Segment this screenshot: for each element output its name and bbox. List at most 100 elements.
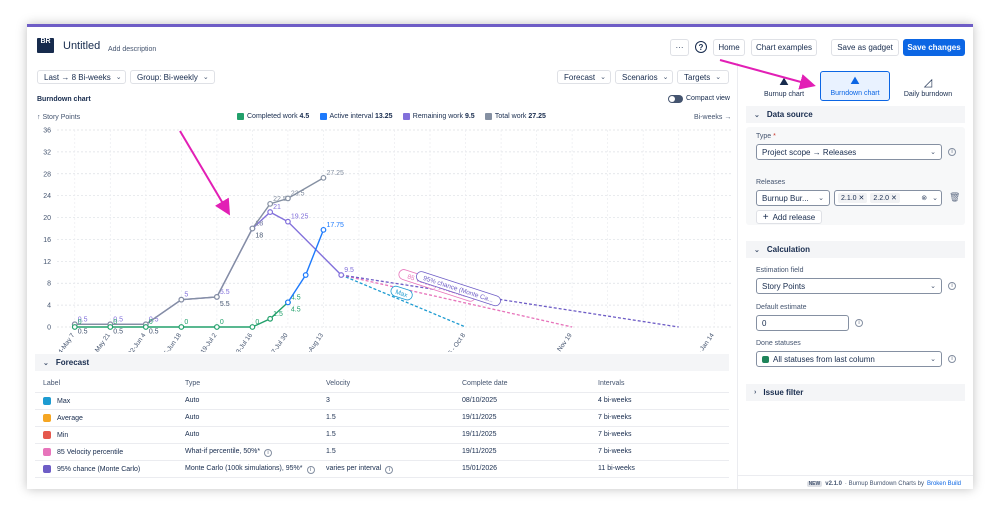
right-panel-divider bbox=[737, 63, 738, 489]
data-point bbox=[178, 296, 185, 303]
info-icon[interactable]: i bbox=[385, 465, 394, 474]
series-swatch bbox=[43, 464, 51, 473]
legend-item-active[interactable]: Active interval 13.25 bbox=[319, 113, 393, 120]
cell-complete-date: 19/11/2025 bbox=[454, 443, 590, 461]
cell-velocity: 1.5 bbox=[318, 443, 454, 461]
data-label: 0 bbox=[255, 319, 259, 326]
data-label: 0.5 bbox=[149, 316, 159, 323]
cell-intervals: 7 bi-weeks bbox=[590, 426, 729, 444]
add-description-link[interactable]: Add description bbox=[108, 46, 157, 53]
data-point bbox=[71, 324, 78, 330]
release-versions-select[interactable]: 2.1.0 ✕ 2.2.0 ✕ ⊗ ⌄ bbox=[834, 190, 942, 206]
compact-view-toggle[interactable] bbox=[668, 95, 683, 103]
remove-tag-icon[interactable]: ✕ bbox=[890, 195, 897, 202]
column-header: Velocity bbox=[318, 375, 454, 393]
footer: NEW v2.1.0 · Burnup Burndown Charts by B… bbox=[737, 475, 973, 489]
estimation-field-label: Estimation field bbox=[756, 267, 804, 274]
chevron-down-icon: ⌄ bbox=[930, 149, 936, 156]
data-point bbox=[267, 315, 274, 322]
cell-type: Auto bbox=[177, 426, 318, 444]
forecast-dropdown[interactable]: Forecast ⌄ bbox=[557, 70, 611, 84]
release-tag[interactable]: 2.1.0 ✕ bbox=[838, 193, 868, 203]
data-point bbox=[249, 225, 256, 232]
data-source-panel bbox=[746, 127, 965, 225]
release-tag[interactable]: 2.2.0 ✕ bbox=[870, 193, 900, 203]
series-swatch bbox=[43, 396, 51, 405]
info-icon[interactable]: i bbox=[264, 448, 273, 457]
y-tick-label: 0 bbox=[47, 325, 51, 332]
cell-velocity: varies per interval i bbox=[318, 460, 454, 478]
add-release-button[interactable]: + Add release bbox=[756, 210, 822, 224]
series-swatch bbox=[43, 430, 51, 439]
type-select[interactable]: Project scope → Releases ⌄ bbox=[756, 144, 942, 160]
table-row: 85 Velocity percentile What-if percentile… bbox=[35, 443, 729, 461]
info-icon[interactable]: i bbox=[948, 355, 956, 363]
info-icon[interactable]: i bbox=[855, 319, 863, 327]
targets-dropdown[interactable]: Targets ⌄ bbox=[677, 70, 729, 84]
forecast-section-header[interactable]: ⌄ Forecast bbox=[35, 354, 729, 371]
annotation-arrow bbox=[179, 130, 231, 216]
broken-build-link[interactable]: Broken Build bbox=[926, 481, 961, 487]
chevron-down-icon: ⌄ bbox=[115, 74, 122, 81]
range-dropdown[interactable]: Last → 8 Bi-weeks ⌄ bbox=[37, 70, 126, 84]
compact-view-label: Compact view bbox=[686, 95, 730, 102]
data-source-section-header[interactable]: ⌄ Data source bbox=[746, 106, 965, 123]
clear-icon[interactable]: ⊗ bbox=[921, 195, 928, 202]
calculation-section-header[interactable]: ⌄ Calculation bbox=[746, 241, 965, 258]
data-point bbox=[213, 324, 220, 330]
daily-burndown-icon: ◿ bbox=[923, 77, 933, 89]
scenarios-dropdown[interactable]: Scenarios ⌄ bbox=[615, 70, 673, 84]
y-tick-label: 20 bbox=[43, 215, 51, 222]
forecast-line bbox=[341, 274, 573, 328]
series-swatch bbox=[43, 447, 51, 456]
estimation-field-select[interactable]: Story Points ⌄ bbox=[756, 278, 942, 294]
data-point bbox=[320, 226, 327, 233]
remove-tag-icon[interactable]: ✕ bbox=[858, 195, 865, 202]
chevron-down-icon: ⌄ bbox=[932, 195, 938, 202]
delete-release-icon[interactable]: 🗑 bbox=[949, 192, 961, 202]
chart-type-daily-burndown[interactable]: ◿ Daily burndown bbox=[903, 77, 953, 98]
data-label: 5.5 bbox=[220, 289, 230, 296]
more-button[interactable]: ··· bbox=[670, 39, 689, 56]
data-label: 1.5 bbox=[273, 311, 283, 318]
help-icon[interactable]: ? bbox=[695, 41, 707, 53]
column-header: Type bbox=[177, 375, 318, 393]
data-label: 0.5 bbox=[78, 328, 88, 335]
home-button[interactable]: Home bbox=[713, 39, 745, 56]
save-changes-button[interactable]: Save changes bbox=[903, 39, 965, 56]
data-point bbox=[267, 209, 274, 215]
chart-type-burnup[interactable]: ⛰ Burnup chart bbox=[763, 76, 805, 98]
legend-item-completed[interactable]: Completed work 4.5 bbox=[237, 113, 309, 120]
save-as-gadget-button[interactable]: Save as gadget bbox=[831, 39, 899, 56]
data-label: 0 bbox=[78, 319, 82, 326]
done-statuses-select[interactable]: All statuses from last column ⌄ bbox=[756, 351, 942, 367]
chevron-down-icon: ⌄ bbox=[818, 195, 824, 202]
cell-velocity: 1.5 bbox=[318, 426, 454, 444]
info-icon[interactable]: i bbox=[948, 148, 956, 156]
y-tick-label: 24 bbox=[43, 193, 51, 200]
data-label: 0 bbox=[149, 319, 153, 326]
page-title[interactable]: Untitled bbox=[63, 40, 101, 52]
data-label: 19.25 bbox=[291, 214, 309, 221]
default-estimate-input[interactable]: 0 bbox=[756, 315, 849, 331]
info-icon[interactable]: i bbox=[948, 282, 956, 290]
chart-examples-button[interactable]: Chart examples bbox=[751, 39, 817, 56]
y-tick-label: 12 bbox=[43, 259, 51, 266]
info-icon[interactable]: i bbox=[306, 465, 315, 474]
chevron-down-icon: ⌄ bbox=[43, 359, 49, 367]
legend-item-remaining[interactable]: Remaining work 9.5 bbox=[402, 113, 475, 120]
group-dropdown[interactable]: Group: Bi-weekly ⌄ bbox=[130, 70, 215, 84]
chart-type-burndown[interactable]: ⛰ Burndown chart bbox=[820, 71, 890, 101]
forecast-badge-label: Max bbox=[394, 289, 409, 300]
done-statuses-label: Done statuses bbox=[756, 340, 801, 347]
legend-item-total[interactable]: Total work 27.25 bbox=[484, 113, 546, 120]
release-project-select[interactable]: Burnup Bur... ⌄ bbox=[756, 190, 830, 206]
type-label: Type * bbox=[756, 133, 776, 140]
cell-intervals: 4 bi-weeks bbox=[590, 392, 729, 410]
data-point bbox=[320, 174, 327, 181]
issue-filter-section-header[interactable]: › Issue filter bbox=[746, 384, 965, 401]
data-label: 4.5 bbox=[291, 306, 301, 313]
version-label: v2.1.0 bbox=[825, 481, 842, 487]
data-point bbox=[213, 294, 220, 300]
chevron-down-icon: ⌄ bbox=[754, 246, 760, 254]
